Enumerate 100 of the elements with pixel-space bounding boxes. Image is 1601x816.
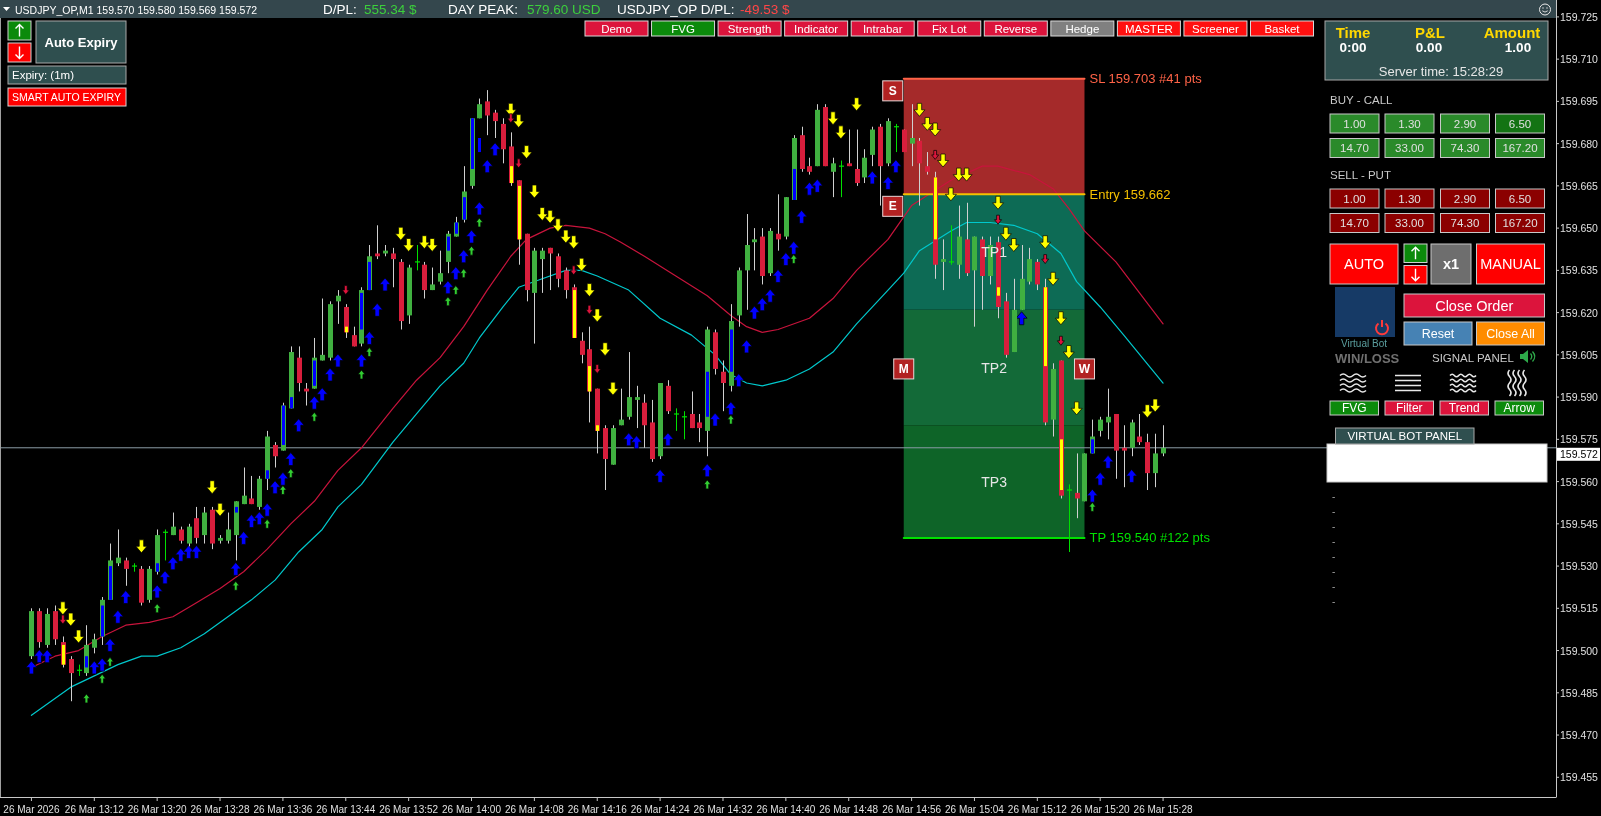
annotation: Intrabar <box>862 22 903 35</box>
point <box>64 612 77 627</box>
point <box>394 226 407 241</box>
annotation: AUTO <box>1343 256 1385 272</box>
point <box>937 153 949 168</box>
annotation: Virtual Bot <box>1341 337 1388 349</box>
annotation: Amount <box>1483 23 1541 41</box>
candlestick <box>375 224 380 260</box>
series-label: Entry 159.662 <box>1089 186 1171 202</box>
point <box>467 245 476 256</box>
candlestick <box>627 351 632 421</box>
candlestick <box>556 252 561 288</box>
point <box>1149 398 1162 413</box>
annotation: Filter <box>1395 401 1423 415</box>
annotation: Indicator <box>794 22 839 35</box>
candlestick <box>493 109 498 139</box>
annotation: - <box>1332 565 1336 577</box>
point <box>960 167 973 182</box>
annotation: TP2 <box>981 359 1008 376</box>
annotation: 1.00 <box>1343 117 1366 130</box>
point <box>703 479 712 490</box>
point <box>106 656 114 667</box>
annotation: S <box>888 83 897 98</box>
point <box>451 285 460 295</box>
annotation: Time <box>1335 23 1371 41</box>
annotation: SMART AUTO EXPIRY <box>12 91 121 103</box>
y-tick-label: 159.605 <box>1560 348 1599 361</box>
annotation: Auto Expiry <box>44 34 119 50</box>
point <box>214 502 226 517</box>
annotation: Demo <box>601 22 632 35</box>
point <box>992 195 1004 210</box>
point <box>357 369 366 380</box>
bar <box>266 470 269 479</box>
point <box>789 254 798 264</box>
x-tick-label: 26 Mar 13:52 <box>379 803 439 815</box>
point <box>475 217 484 228</box>
annotation: 0.00 <box>1415 39 1443 55</box>
candlestick <box>438 250 443 285</box>
point <box>1055 311 1067 326</box>
annotation: - <box>1332 490 1336 502</box>
annotation: Screener <box>1192 22 1239 35</box>
annotation: 33.00 <box>1395 142 1424 154</box>
y-tick-label: 159.710 <box>1560 53 1599 66</box>
point <box>913 102 926 117</box>
bar <box>1044 287 1047 367</box>
annotation: 6.50 <box>1508 192 1532 205</box>
point <box>82 693 91 704</box>
point <box>514 158 523 169</box>
annotation: - <box>1332 550 1336 562</box>
point <box>1141 404 1154 419</box>
annotation: - <box>1332 505 1336 517</box>
point <box>341 285 350 295</box>
annotation: 74.30 <box>1450 217 1480 229</box>
point <box>559 229 572 244</box>
y-tick-label: 159.680 <box>1560 137 1599 150</box>
point <box>1057 335 1065 346</box>
annotation: Close All <box>1486 326 1535 341</box>
point <box>567 235 580 250</box>
annotation: Server time: 15:28:29 <box>1378 63 1504 79</box>
annotation: FVG <box>671 22 695 35</box>
candlestick <box>391 247 396 288</box>
point <box>1047 271 1059 286</box>
x-tick-label: 26 Mar 14:24 <box>630 803 691 815</box>
point <box>286 468 295 478</box>
point <box>536 207 549 221</box>
annotation: TP3 <box>981 473 1008 490</box>
point <box>528 184 541 199</box>
candlestick <box>917 137 922 207</box>
candlestick <box>485 89 490 136</box>
point <box>1062 345 1075 359</box>
x-tick-label: 26 Mar 2026 <box>3 803 60 815</box>
candlestick <box>540 247 545 294</box>
candlestick <box>273 441 278 468</box>
candlestick <box>249 475 254 505</box>
y-tick-label: 159.485 <box>1560 686 1599 699</box>
candlestick <box>226 512 231 545</box>
point <box>1007 238 1020 252</box>
candlestick <box>1098 416 1103 438</box>
point <box>135 539 148 554</box>
candlestick <box>948 224 955 266</box>
point <box>575 257 588 272</box>
y-tick-label: 159.650 <box>1560 222 1599 235</box>
candlestick <box>414 244 421 271</box>
point <box>1070 401 1083 416</box>
point <box>727 414 735 425</box>
x-tick-label: 26 Mar 14:40 <box>756 803 816 815</box>
y-tick-label: 159.695 <box>1560 95 1599 108</box>
candlestick <box>642 393 647 449</box>
point <box>921 117 934 131</box>
x-tick-label: 26 Mar 14:16 <box>567 803 628 815</box>
y-tick-label: 159.635 <box>1560 264 1599 277</box>
point <box>72 629 85 644</box>
point <box>994 214 1002 225</box>
bar <box>156 563 159 572</box>
candlestick <box>847 129 852 167</box>
candlestick <box>862 148 867 184</box>
point <box>206 480 219 495</box>
x-tick-label: 26 Mar 14:00 <box>442 803 502 815</box>
bar <box>478 138 481 153</box>
annotation: Hedge <box>1065 22 1100 35</box>
